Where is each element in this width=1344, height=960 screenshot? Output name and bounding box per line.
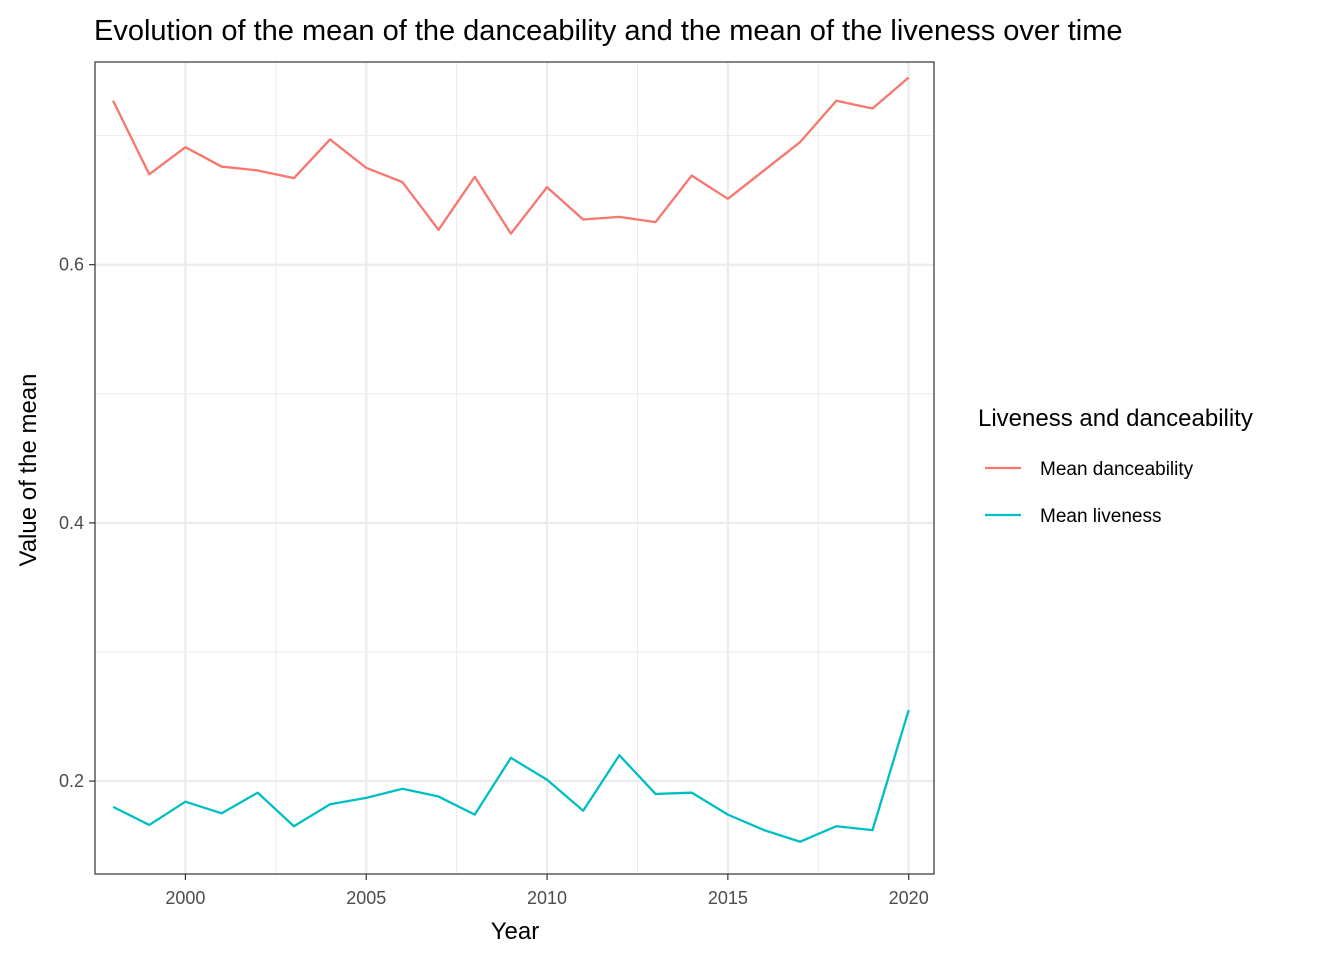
legend-items: Mean danceability Mean liveness: [985, 459, 1194, 527]
y-axis-ticks: 0.2 0.4 0.6: [59, 255, 95, 791]
y-axis-title: Value of the mean: [15, 373, 42, 566]
legend-label-mean-danceability: Mean danceability: [1040, 459, 1194, 480]
x-tick-label: 2005: [346, 888, 386, 908]
series-lines: [112, 76, 910, 843]
legend-label-mean-liveness: Mean liveness: [1040, 506, 1161, 527]
x-axis-title: Year: [491, 918, 540, 945]
minor-gridlines: [94, 62, 934, 874]
legend-title: Liveness and danceability: [978, 405, 1253, 432]
x-tick-label: 2010: [527, 888, 567, 908]
chart-title: Evolution of the mean of the danceabilit…: [94, 15, 1123, 47]
legend: Liveness and danceability Mean danceabil…: [978, 405, 1253, 527]
y-tick-label: 0.6: [59, 255, 84, 275]
series-line-mean-liveness: [112, 709, 910, 843]
x-axis-ticks: 2000 2005 2010 2015 2020: [165, 874, 929, 908]
x-tick-label: 2015: [708, 888, 748, 908]
x-tick-label: 2000: [165, 888, 205, 908]
y-tick-label: 0.2: [59, 771, 84, 791]
major-gridlines: [95, 62, 934, 874]
series-line-mean-danceability: [112, 76, 910, 235]
x-tick-label: 2020: [889, 888, 929, 908]
y-tick-label: 0.4: [59, 513, 84, 533]
plot-panel-border: [94, 61, 935, 875]
